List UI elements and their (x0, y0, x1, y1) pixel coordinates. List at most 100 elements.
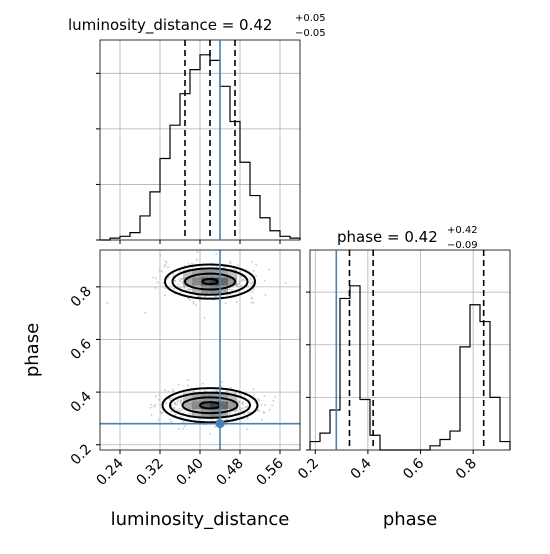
sc-density-cell-1-12 (192, 409, 201, 418)
sc-density-cell-1-15 (219, 409, 228, 418)
sc-point (255, 274, 258, 277)
sc-point (159, 254, 162, 257)
sc-point (239, 270, 242, 273)
sc-point (243, 278, 246, 281)
sc-point (180, 277, 183, 280)
sc-contour-0-2 (171, 267, 249, 296)
luminosity-distance-title: luminosity_distance = 0.42 +0.05 −0.05 (68, 13, 326, 39)
sc-contour-0-3 (164, 263, 256, 300)
sc-density-cell-1-1 (192, 393, 201, 402)
sc-point (158, 393, 161, 396)
sc-point (195, 258, 198, 261)
sc-point (154, 404, 157, 407)
sc-density-cell-0-10 (219, 277, 228, 286)
luminosity-distance-histogram-panel: luminosity_distance = 0.42 +0.05 −0.05 (68, 13, 326, 244)
sc-point (252, 288, 255, 291)
sc-point (180, 278, 183, 280)
sc-point (179, 400, 182, 403)
sc-point (179, 416, 182, 418)
sc-density-cell-0-0 (183, 269, 192, 278)
luminosity-distance-title-value: luminosity_distance = 0.42 (68, 16, 272, 35)
sc-point (169, 397, 172, 399)
sc-point (177, 383, 180, 386)
sc-point (173, 407, 176, 409)
sc-point (263, 394, 266, 397)
sc-point (241, 403, 244, 406)
sc-point (173, 287, 176, 290)
sc-point (201, 382, 204, 385)
ph-xtick-label-3: 0.8 (453, 456, 480, 483)
sc-point (151, 276, 154, 279)
sc-point (176, 401, 179, 403)
sc-point (243, 413, 245, 415)
sc-point (246, 285, 249, 288)
sc-point (240, 275, 243, 278)
sc-point (271, 404, 274, 407)
sc-point (248, 411, 251, 414)
sc-point (247, 412, 250, 415)
sc-point (150, 403, 153, 406)
sc-point (163, 389, 166, 392)
sc-point (220, 385, 223, 388)
sc-point (234, 410, 236, 413)
sc-point (173, 403, 176, 406)
sc-point (165, 261, 168, 264)
sc-point (156, 281, 159, 284)
phase-title-plus: +0.42 (447, 225, 478, 236)
luminosity-distance-title-minus: −0.05 (295, 28, 326, 39)
sc-point (179, 270, 182, 272)
sc-point (174, 279, 177, 282)
sc-xtick-label-1: 0.32 (133, 456, 166, 489)
sc-point (254, 401, 256, 404)
sc-point (250, 296, 253, 299)
sc-point (186, 378, 189, 381)
sc-density-cell-0-7 (192, 277, 201, 286)
ph-xtick-label-0: 0.2 (295, 456, 322, 483)
sc-point (160, 412, 163, 415)
sc-point (229, 262, 232, 265)
sc-point (195, 304, 197, 307)
sc-point (149, 406, 152, 409)
sc-point (180, 400, 182, 403)
sc-point (284, 282, 287, 285)
sc-point (180, 402, 183, 405)
phase-title: phase = 0.42 +0.42 −0.09 (337, 225, 478, 251)
sc-point (159, 410, 162, 413)
sc-point (181, 427, 184, 430)
sc-density-cell-1-5 (228, 393, 237, 402)
sc-ytick-label-3: 0.8 (68, 283, 95, 310)
sc-point (179, 291, 182, 294)
scatter-2d-panel: 0.24 0.32 0.40 0.48 0.56 0.2 0.4 0.6 0.8 lumino… (22, 249, 301, 530)
sc-point (240, 285, 243, 287)
sc-point (272, 399, 275, 402)
sc-point (178, 407, 181, 410)
sc-point (164, 287, 167, 290)
sc-ytick-label-1: 0.4 (68, 389, 95, 416)
sc-density-cell-1-9 (210, 401, 219, 410)
sc-density-cell-1-0 (183, 393, 192, 402)
sc-point (229, 260, 232, 263)
sc-contour-1-2 (169, 391, 251, 419)
y-axis-title-phase: phase (22, 323, 43, 377)
sc-point (230, 289, 233, 292)
sc-point (162, 282, 164, 284)
sc-point (239, 408, 242, 411)
sc-point (251, 297, 253, 300)
sc-point (158, 398, 160, 401)
sc-point (167, 390, 170, 393)
sc-point (177, 399, 180, 402)
ld-histogram-step (100, 54, 301, 241)
sc-point (255, 264, 258, 267)
sc-point (257, 409, 260, 412)
sc-point (248, 281, 251, 284)
sc-density-cell-0-4 (219, 269, 228, 278)
sc-point (169, 399, 172, 401)
sc-point (172, 388, 175, 391)
sc-contour-0-1 (184, 272, 236, 291)
sc-point (239, 275, 242, 278)
sc-density-cell-0-8 (201, 277, 210, 286)
sc-density-cell-0-12 (192, 285, 201, 294)
sc-point (268, 268, 271, 271)
sc-point (236, 264, 239, 267)
